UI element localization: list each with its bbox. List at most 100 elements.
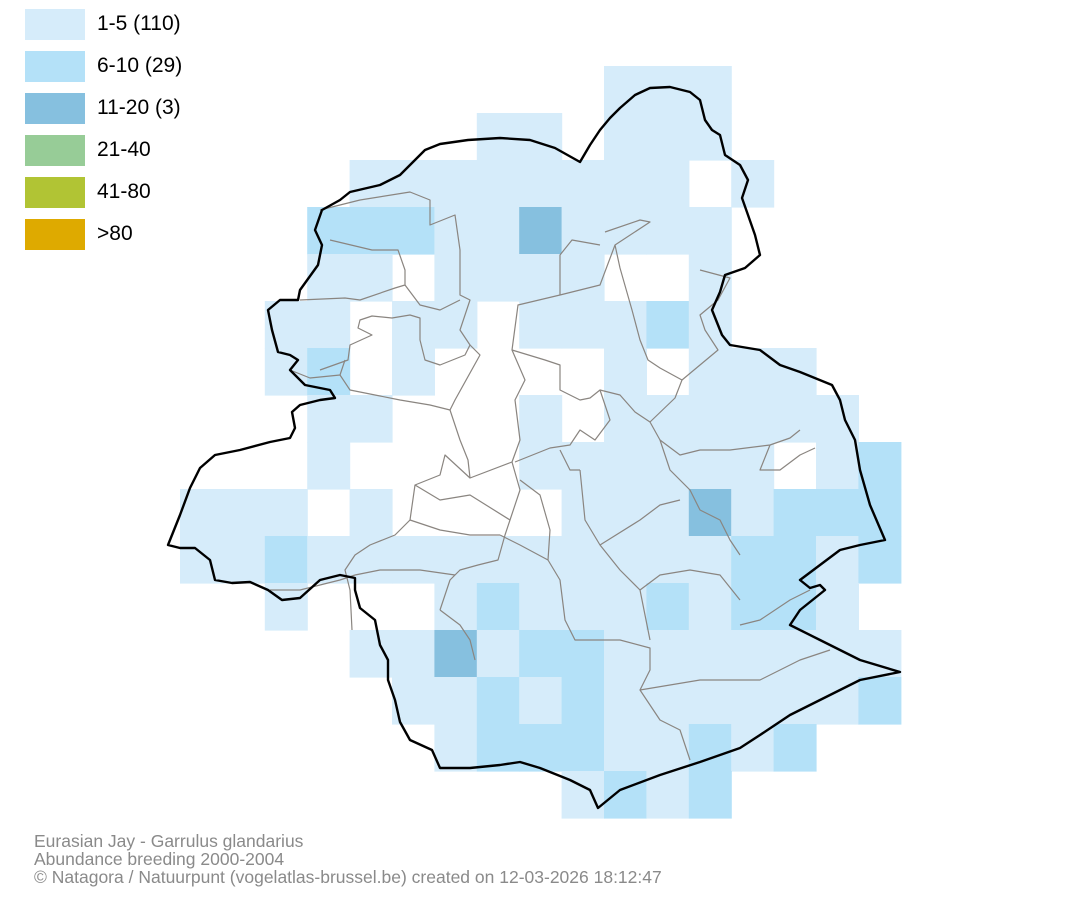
- grid-cell: [476, 207, 520, 255]
- grid-cell: [604, 160, 647, 208]
- grid-cell: [349, 254, 393, 302]
- map-subtitle: Abundance breeding 2000-2004: [34, 849, 285, 869]
- legend-swatch: [25, 218, 85, 250]
- grid-cell: [816, 442, 859, 490]
- grid-cell: [604, 66, 647, 114]
- grid-cell: [519, 301, 563, 349]
- grid-cell: [519, 630, 563, 678]
- abundance-grid: [180, 66, 902, 819]
- grid-cell: [349, 160, 393, 208]
- grid-cell: [731, 677, 775, 725]
- grid-cell: [604, 442, 647, 490]
- legend-swatch: [25, 134, 85, 166]
- legend-label: >80: [97, 222, 133, 245]
- grid-cell: [392, 160, 435, 208]
- grid-cell: [264, 489, 308, 537]
- grid-cell: [561, 536, 605, 584]
- grid-cell: [434, 254, 478, 302]
- map-credits: Eurasian Jay - Garrulus glandarius Abund…: [34, 832, 662, 886]
- municipality-border: [519, 479, 691, 761]
- grid-cell: [688, 348, 732, 396]
- grid-cell: [731, 489, 775, 537]
- grid-cell: [604, 395, 647, 443]
- grid-cell: [773, 724, 817, 772]
- grid-cell: [349, 489, 393, 537]
- legend-swatch: [25, 176, 85, 208]
- municipality-border: [439, 461, 521, 611]
- legend-swatch: [25, 8, 85, 40]
- grid-cell: [434, 677, 478, 725]
- municipality-border: [759, 444, 816, 471]
- municipality-border: [354, 569, 456, 576]
- grid-cell: [646, 771, 690, 819]
- grid-cell: [688, 771, 732, 819]
- grid-cell: [773, 536, 817, 584]
- grid-cell: [561, 442, 605, 490]
- grid-cell: [392, 348, 435, 396]
- grid-cell: [476, 677, 520, 725]
- grid-cell: [264, 536, 308, 584]
- grid-cell: [773, 489, 817, 537]
- grid-cell: [476, 160, 520, 208]
- legend-item: 21-40: [25, 129, 182, 171]
- municipality-border: [599, 499, 681, 546]
- legend-item: 6-10 (29): [25, 45, 182, 87]
- grid-cell: [561, 677, 605, 725]
- grid-cell: [646, 207, 690, 255]
- grid-cell: [688, 630, 732, 678]
- grid-cell: [561, 207, 605, 255]
- grid-cell: [604, 207, 647, 255]
- grid-cell: [307, 395, 351, 443]
- municipality-border: [639, 649, 831, 691]
- grid-cell: [519, 113, 563, 161]
- grid-cell: [731, 160, 775, 208]
- grid-cell: [816, 583, 859, 631]
- grid-cell: [349, 395, 393, 443]
- municipality-border: [514, 389, 611, 463]
- grid-cell: [434, 160, 478, 208]
- grid-cell: [646, 113, 690, 161]
- grid-cell: [349, 630, 393, 678]
- legend-label: 11-20 (3): [97, 96, 181, 119]
- municipality-border: [639, 569, 741, 601]
- species-name: Eurasian Jay - Garrulus glandarius: [34, 831, 304, 851]
- municipality-border: [559, 449, 580, 471]
- legend-item: 41-80: [25, 171, 182, 213]
- grid-cell: [646, 677, 690, 725]
- grid-cell: [307, 442, 351, 490]
- legend-label: 41-80: [97, 180, 151, 203]
- grid-cell: [476, 583, 520, 631]
- grid-cell: [561, 724, 605, 772]
- legend-label: 6-10 (29): [97, 54, 183, 77]
- grid-cell: [561, 583, 605, 631]
- grid-cell: [731, 583, 775, 631]
- grid-cell: [561, 254, 605, 302]
- grid-cell: [646, 724, 690, 772]
- legend-label: 1-5 (110): [97, 12, 181, 35]
- municipality-border: [449, 219, 651, 479]
- grid-cell: [646, 160, 690, 208]
- municipality-border: [439, 609, 476, 661]
- municipality-border: [659, 439, 741, 556]
- grid-cell: [816, 489, 859, 537]
- municipality-border: [499, 534, 549, 561]
- grid-cell: [434, 301, 478, 349]
- grid-cell: [604, 771, 647, 819]
- grid-cell: [392, 630, 435, 678]
- municipality-border: [511, 244, 683, 423]
- legend-item: >80: [25, 213, 182, 255]
- municipality-border: [339, 344, 481, 411]
- grid-cell: [392, 207, 435, 255]
- grid-cell: [646, 489, 690, 537]
- municipality-border: [404, 284, 461, 311]
- municipality-border: [409, 519, 500, 536]
- grid-cell: [519, 395, 563, 443]
- grid-cell: [731, 395, 775, 443]
- grid-cell: [434, 630, 478, 678]
- municipality-border: [579, 469, 651, 641]
- grid-cell: [222, 489, 266, 537]
- municipality-border: [289, 359, 346, 379]
- grid-cell: [773, 395, 817, 443]
- grid-cell: [434, 536, 478, 584]
